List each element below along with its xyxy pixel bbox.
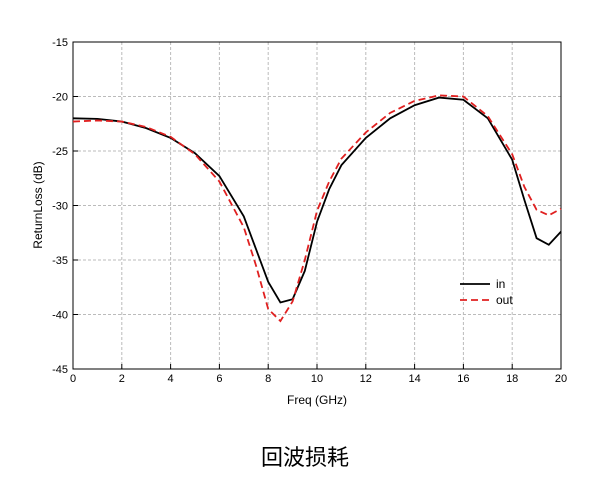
y-tick-label: -35 (52, 255, 68, 267)
x-tick-label: 20 (555, 373, 567, 385)
x-tick-label: 4 (168, 373, 174, 385)
x-tick-label: 6 (216, 373, 222, 385)
x-tick-label: 14 (408, 373, 420, 385)
x-tick-label: 10 (311, 373, 323, 385)
plot-frame (72, 41, 562, 370)
x-tick-label: 12 (360, 373, 372, 385)
legend-label: in (496, 277, 505, 291)
y-tick-label: -40 (52, 310, 68, 322)
series-line (72, 94, 562, 323)
x-tick-label: 0 (70, 373, 76, 385)
y-axis-label: ReturnLoss (dB) (31, 161, 45, 248)
y-tick-label: -15 (52, 37, 68, 49)
x-tick-label: 16 (457, 373, 469, 385)
x-tick-label: 8 (265, 373, 271, 385)
y-tick-label: -45 (52, 364, 68, 376)
y-tick-label: -25 (52, 146, 68, 158)
y-tick-label: -30 (52, 201, 68, 213)
caption: 回波损耗 (261, 445, 349, 470)
x-axis-label: Freq (GHz) (287, 393, 347, 407)
x-tick-label: 2 (119, 373, 125, 385)
legend-label: out (496, 293, 513, 307)
x-tick-label: 18 (506, 373, 518, 385)
y-tick-label: -20 (52, 92, 68, 104)
